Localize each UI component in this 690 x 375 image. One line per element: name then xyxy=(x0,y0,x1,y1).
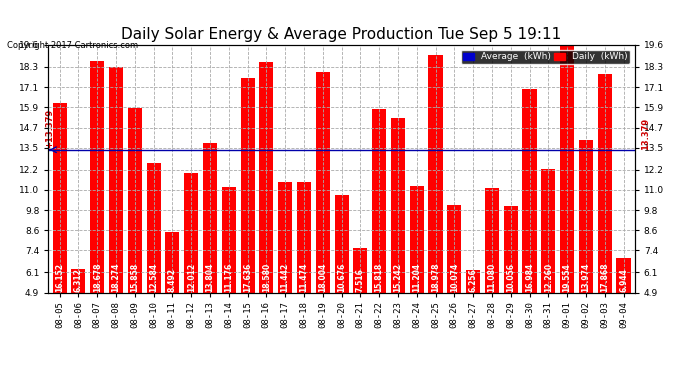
Bar xyxy=(541,169,555,292)
Text: 12.012: 12.012 xyxy=(187,262,196,292)
Bar xyxy=(128,108,142,292)
Text: 15.858: 15.858 xyxy=(130,262,139,292)
Bar xyxy=(504,206,518,292)
Bar xyxy=(146,163,161,292)
Text: +13.379: +13.379 xyxy=(45,109,54,148)
Text: 10.074: 10.074 xyxy=(450,262,459,292)
Text: 6.256: 6.256 xyxy=(469,268,477,292)
Text: 13.974: 13.974 xyxy=(582,262,591,292)
Bar xyxy=(466,270,480,292)
Bar xyxy=(410,186,424,292)
Bar xyxy=(579,140,593,292)
Text: 11.176: 11.176 xyxy=(224,262,233,292)
Text: 18.004: 18.004 xyxy=(318,262,327,292)
Bar xyxy=(241,78,255,292)
Text: 8.492: 8.492 xyxy=(168,268,177,292)
Text: 16.984: 16.984 xyxy=(525,262,534,292)
Bar xyxy=(52,103,67,292)
Text: 18.978: 18.978 xyxy=(431,262,440,292)
Text: 12.584: 12.584 xyxy=(149,262,158,292)
Text: 17.636: 17.636 xyxy=(243,262,252,292)
Bar xyxy=(353,249,367,292)
Bar xyxy=(598,74,612,292)
Bar xyxy=(71,269,86,292)
Bar xyxy=(221,187,236,292)
Bar xyxy=(203,142,217,292)
Text: 11.442: 11.442 xyxy=(281,262,290,292)
Bar xyxy=(259,62,273,292)
Text: 6.944: 6.944 xyxy=(619,268,628,292)
Bar xyxy=(278,182,292,292)
Text: 17.868: 17.868 xyxy=(600,262,609,292)
Text: 7.516: 7.516 xyxy=(356,268,365,292)
Bar xyxy=(447,206,462,292)
Legend: Average  (kWh), Daily  (kWh): Average (kWh), Daily (kWh) xyxy=(460,50,630,64)
Bar xyxy=(391,118,405,292)
Bar xyxy=(485,189,499,292)
Text: 15.242: 15.242 xyxy=(393,262,402,292)
Text: 11.474: 11.474 xyxy=(299,262,308,292)
Bar xyxy=(184,173,198,292)
Text: 11.204: 11.204 xyxy=(412,262,421,292)
Text: 13.379: 13.379 xyxy=(641,118,650,150)
Text: 18.678: 18.678 xyxy=(92,262,101,292)
Text: 10.676: 10.676 xyxy=(337,262,346,292)
Text: 19.554: 19.554 xyxy=(562,263,571,292)
Text: 10.056: 10.056 xyxy=(506,262,515,292)
Bar xyxy=(109,68,123,292)
Bar xyxy=(560,46,574,292)
Bar xyxy=(428,56,442,292)
Bar xyxy=(90,60,104,292)
Bar xyxy=(616,258,631,292)
Text: 18.274: 18.274 xyxy=(112,262,121,292)
Text: 6.312: 6.312 xyxy=(74,268,83,292)
Bar xyxy=(297,182,311,292)
Text: 18.580: 18.580 xyxy=(262,262,271,292)
Text: 15.818: 15.818 xyxy=(375,262,384,292)
Text: 12.260: 12.260 xyxy=(544,262,553,292)
Bar xyxy=(316,72,330,292)
Text: 16.152: 16.152 xyxy=(55,262,64,292)
Bar xyxy=(372,109,386,292)
Bar xyxy=(335,195,348,292)
Bar xyxy=(166,232,179,292)
Text: 11.080: 11.080 xyxy=(487,262,496,292)
Text: Copyright 2017 Cartronics.com: Copyright 2017 Cartronics.com xyxy=(7,41,138,50)
Title: Daily Solar Energy & Average Production Tue Sep 5 19:11: Daily Solar Energy & Average Production … xyxy=(121,27,562,42)
Bar xyxy=(522,89,537,292)
Text: 13.804: 13.804 xyxy=(206,262,215,292)
